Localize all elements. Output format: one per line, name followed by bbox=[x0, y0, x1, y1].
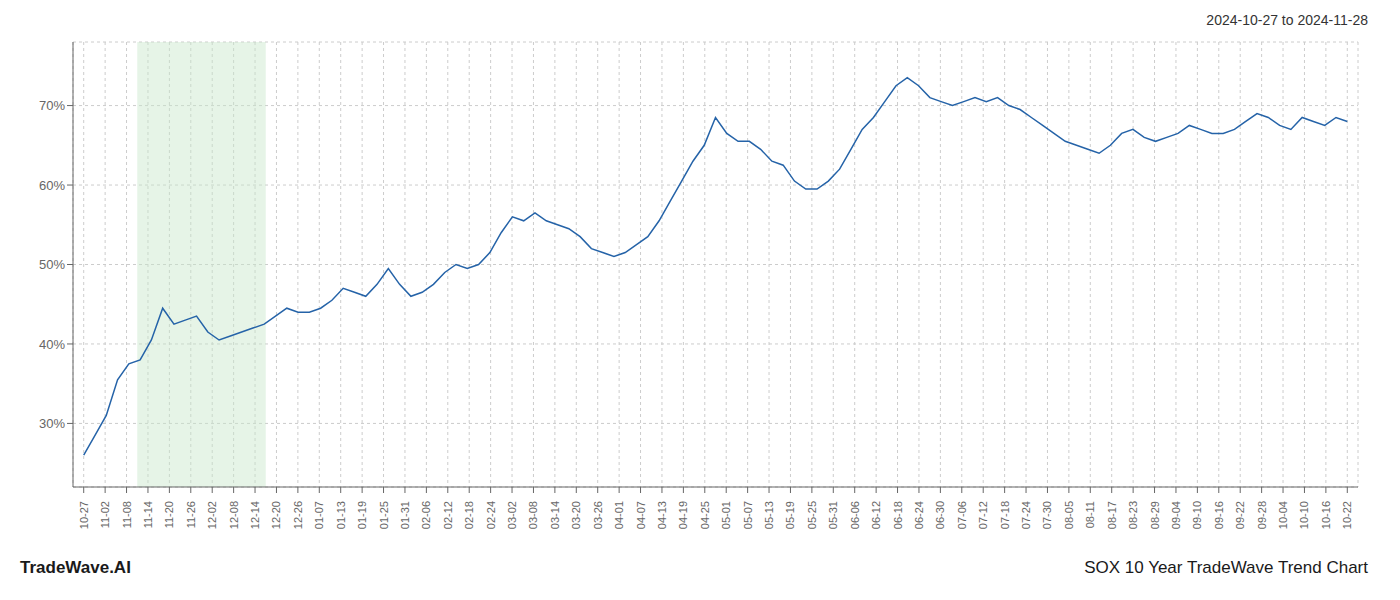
svg-text:03-02: 03-02 bbox=[506, 501, 518, 529]
svg-text:07-30: 07-30 bbox=[1041, 501, 1053, 529]
svg-text:04-01: 04-01 bbox=[613, 501, 625, 529]
svg-text:06-18: 06-18 bbox=[892, 501, 904, 529]
svg-text:11-02: 11-02 bbox=[99, 501, 111, 528]
svg-text:09-28: 09-28 bbox=[1256, 501, 1268, 529]
svg-text:01-13: 01-13 bbox=[335, 501, 347, 529]
svg-text:03-14: 03-14 bbox=[549, 501, 561, 529]
svg-text:70%: 70% bbox=[39, 98, 65, 113]
svg-text:04-25: 04-25 bbox=[699, 501, 711, 529]
svg-text:01-19: 01-19 bbox=[356, 501, 368, 529]
svg-text:12-14: 12-14 bbox=[249, 501, 261, 529]
svg-text:04-19: 04-19 bbox=[677, 501, 689, 529]
svg-text:05-25: 05-25 bbox=[806, 501, 818, 529]
svg-text:09-04: 09-04 bbox=[1170, 501, 1182, 529]
svg-text:07-06: 07-06 bbox=[956, 501, 968, 529]
svg-text:06-12: 06-12 bbox=[870, 501, 882, 529]
svg-text:06-30: 06-30 bbox=[934, 501, 946, 529]
svg-text:10-04: 10-04 bbox=[1277, 501, 1289, 529]
svg-text:04-07: 04-07 bbox=[635, 501, 647, 529]
svg-text:11-20: 11-20 bbox=[163, 501, 175, 528]
svg-text:60%: 60% bbox=[39, 178, 65, 193]
svg-text:50%: 50% bbox=[39, 257, 65, 272]
svg-text:11-14: 11-14 bbox=[142, 501, 154, 528]
svg-text:10-16: 10-16 bbox=[1320, 501, 1332, 529]
svg-text:05-19: 05-19 bbox=[784, 501, 796, 529]
svg-text:02-18: 02-18 bbox=[463, 501, 475, 529]
svg-text:07-18: 07-18 bbox=[999, 501, 1011, 529]
svg-text:08-05: 08-05 bbox=[1063, 501, 1075, 529]
svg-text:01-07: 01-07 bbox=[313, 501, 325, 529]
svg-text:08-23: 08-23 bbox=[1127, 501, 1139, 529]
svg-text:30%: 30% bbox=[39, 416, 65, 431]
html-text:TradeWave.AI: TradeWave.AI bbox=[20, 558, 131, 577]
svg-text:12-26: 12-26 bbox=[292, 501, 304, 529]
svg-text:10-22: 10-22 bbox=[1341, 501, 1353, 529]
svg-text:04-13: 04-13 bbox=[656, 501, 668, 529]
svg-text:05-31: 05-31 bbox=[827, 501, 839, 529]
svg-text:12-20: 12-20 bbox=[270, 501, 282, 529]
svg-text:03-26: 03-26 bbox=[592, 501, 604, 529]
svg-text:06-06: 06-06 bbox=[849, 501, 861, 529]
svg-text:10-10: 10-10 bbox=[1298, 501, 1310, 529]
svg-text:02-24: 02-24 bbox=[485, 501, 497, 529]
svg-text:40%: 40% bbox=[39, 337, 65, 352]
svg-text:10-27: 10-27 bbox=[78, 501, 90, 529]
svg-text:03-20: 03-20 bbox=[570, 501, 582, 529]
svg-text:08-29: 08-29 bbox=[1149, 501, 1161, 529]
svg-text:12-02: 12-02 bbox=[206, 501, 218, 529]
svg-text:05-13: 05-13 bbox=[763, 501, 775, 529]
svg-text:01-25: 01-25 bbox=[378, 501, 390, 529]
svg-text:09-10: 09-10 bbox=[1191, 501, 1203, 529]
svg-text:02-06: 02-06 bbox=[420, 501, 432, 529]
svg-text:09-22: 09-22 bbox=[1234, 501, 1246, 529]
svg-text:02-12: 02-12 bbox=[442, 501, 454, 529]
svg-text:08-11: 08-11 bbox=[1084, 501, 1096, 528]
html-text:SOX 10 Year TradeWave Trend Ch: SOX 10 Year TradeWave Trend Chart bbox=[1084, 558, 1368, 577]
svg-text:07-24: 07-24 bbox=[1020, 501, 1032, 529]
svg-text:11-08: 11-08 bbox=[121, 501, 133, 528]
svg-text:11-26: 11-26 bbox=[185, 501, 197, 528]
svg-text:01-31: 01-31 bbox=[399, 501, 411, 529]
svg-text:08-17: 08-17 bbox=[1106, 501, 1118, 529]
svg-text:06-24: 06-24 bbox=[913, 501, 925, 529]
svg-text:07-12: 07-12 bbox=[977, 501, 989, 529]
svg-text:09-16: 09-16 bbox=[1213, 501, 1225, 529]
svg-text:12-08: 12-08 bbox=[228, 501, 240, 529]
svg-text:05-07: 05-07 bbox=[742, 501, 754, 529]
svg-text:05-01: 05-01 bbox=[720, 501, 732, 529]
html-text:2024-10-27 to 2024-11-28: 2024-10-27 to 2024-11-28 bbox=[1206, 12, 1368, 28]
svg-text:03-08: 03-08 bbox=[527, 501, 539, 529]
